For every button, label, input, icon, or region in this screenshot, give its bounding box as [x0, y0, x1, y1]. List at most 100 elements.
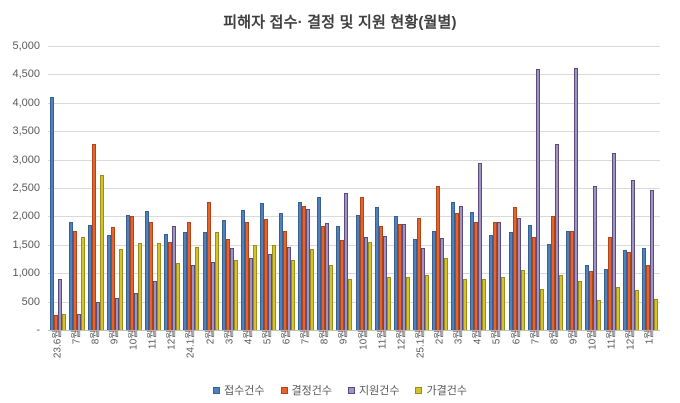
y-tick-label: 4,500	[12, 68, 40, 81]
gridline	[48, 46, 660, 47]
bar-series-2	[340, 240, 345, 330]
bar-series-1	[106, 234, 111, 330]
bar-series-1	[183, 232, 188, 330]
bar-series-1	[585, 264, 590, 330]
x-tick: 8월	[545, 330, 564, 379]
bar-series-1	[527, 224, 532, 330]
bar-group	[335, 46, 354, 330]
x-tick: 23.6월	[48, 329, 67, 379]
bar-group	[316, 46, 335, 330]
bar-series-4	[61, 313, 66, 330]
bar-series-4	[539, 288, 544, 330]
bar-series-1	[126, 214, 131, 330]
bar-series-3	[650, 189, 655, 330]
bar-series-3	[287, 247, 292, 330]
chart-title: 피해자 접수· 결정 및 지원 현황(월별)	[223, 14, 457, 31]
bar-group	[144, 46, 163, 330]
x-tick-label: 7월	[300, 329, 312, 345]
bar-series-3	[497, 221, 502, 330]
x-tick-label: 9월	[109, 329, 121, 345]
bar-series-3	[191, 264, 196, 330]
x-tick-label: 10월	[587, 329, 599, 350]
bar-series-2	[550, 215, 555, 330]
bar-group	[526, 46, 545, 330]
bar-series-2	[416, 218, 421, 330]
bar-series-3	[114, 298, 119, 330]
x-tick: 12월	[392, 330, 411, 379]
bar-group	[392, 46, 411, 330]
bar-group	[603, 46, 622, 330]
gridline	[48, 216, 660, 218]
bar-series-3	[554, 144, 559, 330]
bar-series-3	[76, 314, 81, 330]
bar-series-4	[444, 258, 449, 330]
x-tick: 3월	[450, 330, 469, 379]
x-tick: 1월	[641, 329, 660, 379]
y-tick-label: 500	[21, 295, 40, 308]
bar-series-3	[516, 218, 521, 330]
bar-series-3	[363, 237, 368, 330]
bar-series-4	[501, 277, 506, 330]
gridline	[48, 244, 660, 246]
bar-series-4	[424, 275, 429, 330]
bar-series-3	[248, 258, 253, 330]
bar-series-1	[202, 232, 207, 330]
bar-series-3	[57, 279, 62, 330]
bar-series-1	[412, 239, 417, 330]
plot-area	[48, 46, 660, 331]
x-tick-label: 11월	[377, 329, 389, 350]
x-tick: 9월	[564, 329, 583, 379]
y-tick-label: 4,000	[12, 96, 40, 109]
bar-series-3	[153, 280, 158, 330]
x-axis: 23.6월 7월 8월 9월 10월 11월 12월 24.1월 2월 3월 4월 5월 6월 7월 8월 9…	[48, 329, 660, 379]
x-tick-label: 9월	[568, 329, 580, 345]
bar-series-4	[616, 286, 621, 330]
bar-series-4	[310, 248, 315, 330]
bar-series-2	[302, 206, 307, 330]
bar-group	[564, 46, 583, 330]
legend-label: 지원건수	[359, 385, 400, 397]
bar-series-2	[455, 213, 460, 330]
bar-group	[411, 46, 430, 330]
bar-series-3	[229, 248, 234, 330]
bar-series-3	[612, 153, 617, 330]
bar-series-1	[451, 201, 456, 330]
bar-series-3	[401, 224, 406, 330]
bar-series-1	[565, 230, 570, 330]
x-tick-label: 23.6월	[52, 329, 64, 359]
gridline	[48, 159, 660, 161]
bar-series-4	[597, 300, 602, 330]
bar-series-1	[546, 243, 551, 330]
x-tick: 11월	[373, 329, 392, 379]
bar-series-container	[48, 46, 660, 330]
bar-series-2	[72, 231, 77, 330]
x-tick: 25.1월	[411, 330, 430, 379]
y-tick-label: 1,000	[12, 267, 40, 280]
bar-series-2	[187, 221, 192, 330]
bar-series-1	[49, 97, 54, 330]
x-tick: 4월	[239, 330, 258, 379]
bar-series-4	[482, 279, 487, 330]
x-tick-label: 7월	[530, 329, 542, 345]
bar-series-3	[593, 186, 598, 330]
bar-series-2	[608, 237, 613, 330]
bar-group	[278, 46, 297, 330]
bar-series-2	[149, 221, 154, 330]
legend-swatch	[415, 386, 423, 394]
bar-series-1	[164, 234, 169, 330]
bar-series-4	[329, 265, 334, 330]
x-tick-label: 8월	[90, 329, 102, 345]
bar-series-1	[240, 209, 245, 330]
legend-item-1: 접수건수	[213, 382, 265, 398]
x-tick: 12월	[163, 330, 182, 379]
bar-series-3	[420, 248, 425, 330]
bar-series-4	[558, 275, 563, 330]
x-tick: 11월	[603, 330, 622, 379]
legend-item-2: 결정건수	[280, 382, 332, 398]
x-tick-label: 2월	[205, 329, 217, 345]
bar-group	[163, 46, 182, 330]
y-tick-label: 2,500	[12, 182, 40, 194]
bar-group	[67, 46, 86, 330]
x-tick-label: 1월	[644, 329, 656, 345]
bar-series-4	[405, 277, 410, 330]
